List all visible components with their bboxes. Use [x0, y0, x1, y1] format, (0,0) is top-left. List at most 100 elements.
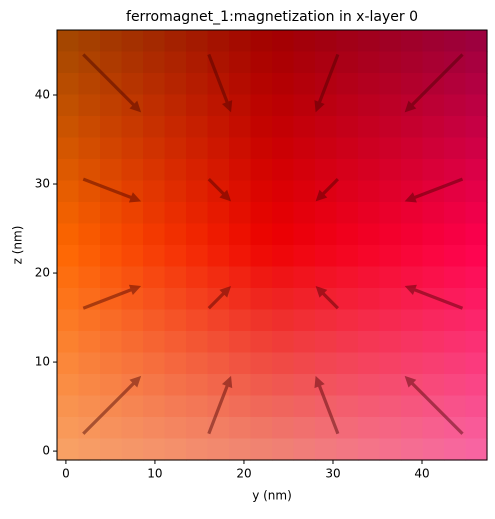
background-cell — [465, 417, 488, 440]
background-cell — [315, 94, 338, 117]
background-cell — [379, 116, 402, 139]
background-cell — [465, 374, 488, 397]
background-cell — [57, 331, 80, 354]
background-cell — [250, 202, 273, 225]
background-cell — [444, 159, 467, 182]
background-cell — [336, 309, 359, 332]
background-cell — [379, 417, 402, 440]
background-cell — [100, 417, 123, 440]
arrow — [314, 53, 340, 113]
background-cell — [250, 245, 273, 268]
background-cell — [315, 223, 338, 246]
background-cell — [229, 223, 252, 246]
background-cell — [57, 137, 80, 160]
background-cell — [444, 374, 467, 397]
background-cell — [401, 51, 424, 74]
background-cell — [229, 374, 252, 397]
background-cell — [315, 202, 338, 225]
background-cell — [465, 73, 488, 96]
background-cell — [272, 438, 295, 461]
background-cell — [186, 223, 209, 246]
background-cell — [78, 137, 101, 160]
arrow — [404, 53, 464, 113]
background-cell — [379, 94, 402, 117]
background-cell — [78, 180, 101, 203]
background-cell — [379, 352, 402, 375]
y-tick-label: 40 — [35, 87, 50, 101]
background-cell — [444, 223, 467, 246]
background-cell — [444, 395, 467, 418]
arrow — [404, 284, 464, 310]
background-cell — [57, 159, 80, 182]
background-cell — [422, 94, 445, 117]
background-cell — [143, 51, 166, 74]
chart-title: ferromagnet_1:magnetization in x-layer 0 — [126, 9, 418, 25]
arrow — [207, 375, 233, 435]
background-cell — [100, 180, 123, 203]
background-cell — [164, 94, 187, 117]
x-tick-label: 20 — [236, 467, 251, 481]
background-cell — [422, 51, 445, 74]
x-tick-label: 10 — [147, 467, 162, 481]
background-cell — [444, 245, 467, 268]
background-cell — [272, 331, 295, 354]
background-cell — [78, 395, 101, 418]
background-cell — [358, 51, 381, 74]
background-cell — [315, 309, 338, 332]
background-cell — [78, 438, 101, 461]
background-cell — [164, 438, 187, 461]
background-cell — [272, 266, 295, 289]
background-cell — [465, 30, 488, 53]
background-cell — [315, 266, 338, 289]
x-tick-label: 0 — [62, 467, 70, 481]
background-cell — [336, 137, 359, 160]
background-cell — [293, 288, 316, 311]
background-cell — [422, 73, 445, 96]
background-cell — [78, 223, 101, 246]
background-cell — [422, 309, 445, 332]
background-cell — [164, 331, 187, 354]
background-cell — [315, 159, 338, 182]
background-cell — [401, 288, 424, 311]
background-cell — [100, 245, 123, 268]
background-cell — [336, 223, 359, 246]
background-cell — [164, 352, 187, 375]
background-cell — [143, 331, 166, 354]
background-cell — [315, 73, 338, 96]
arrow — [82, 375, 142, 435]
background-cell — [121, 94, 144, 117]
background-cell — [422, 417, 445, 440]
background-cell — [358, 352, 381, 375]
background-cell — [143, 309, 166, 332]
background-cell — [229, 180, 252, 203]
background-cell — [100, 94, 123, 117]
background-cell — [250, 352, 273, 375]
background-cell — [143, 116, 166, 139]
background-cell — [250, 116, 273, 139]
background-cell — [250, 51, 273, 74]
background-cell — [401, 159, 424, 182]
background-cell — [164, 73, 187, 96]
background-cell — [100, 309, 123, 332]
background-cell — [422, 395, 445, 418]
background-cell — [444, 309, 467, 332]
background-cell — [164, 374, 187, 397]
background-cell — [336, 116, 359, 139]
background-cell — [336, 374, 359, 397]
background-cell — [186, 137, 209, 160]
background-cell — [293, 395, 316, 418]
background-cell — [57, 30, 80, 53]
background-cell — [315, 288, 338, 311]
background-cell — [186, 202, 209, 225]
background-cell — [164, 223, 187, 246]
background-cell — [401, 116, 424, 139]
background-cell — [186, 180, 209, 203]
background-cell — [57, 395, 80, 418]
background-cell — [358, 288, 381, 311]
background-cell — [379, 245, 402, 268]
background-cell — [336, 352, 359, 375]
background-cell — [250, 395, 273, 418]
background-cell — [272, 223, 295, 246]
background-cell — [143, 395, 166, 418]
background-cell — [164, 288, 187, 311]
